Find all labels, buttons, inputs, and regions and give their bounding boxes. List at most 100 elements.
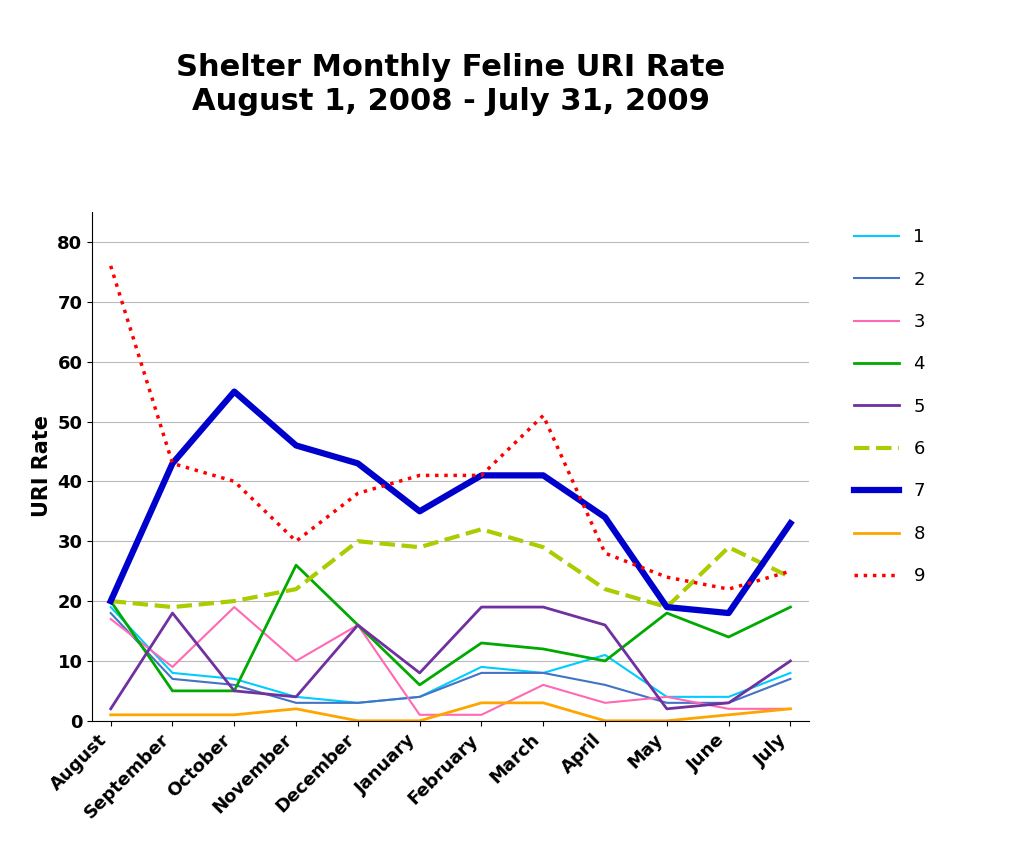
9 <box>228 477 241 487</box>
7 <box>228 387 241 397</box>
Line: 1: 1 <box>111 607 791 703</box>
2 <box>351 698 364 708</box>
9 <box>723 584 735 594</box>
8 <box>723 710 735 720</box>
7 <box>723 608 735 618</box>
5 <box>290 692 302 702</box>
7 <box>104 596 117 606</box>
6 <box>166 602 178 612</box>
9 <box>660 572 673 583</box>
1 <box>599 650 611 660</box>
2 <box>414 692 426 702</box>
1 <box>228 674 241 684</box>
7 <box>290 440 302 450</box>
8 <box>166 710 178 720</box>
2 <box>475 668 487 678</box>
Line: 3: 3 <box>111 607 791 715</box>
4 <box>599 656 611 666</box>
4 <box>166 686 178 696</box>
9 <box>414 471 426 481</box>
Line: 9: 9 <box>111 266 791 589</box>
3 <box>414 710 426 720</box>
6 <box>784 572 797 583</box>
5 <box>723 698 735 708</box>
Legend: 1, 2, 3, 4, 5, 6, 7, 8, 9: 1, 2, 3, 4, 5, 6, 7, 8, 9 <box>847 221 932 593</box>
7 <box>351 458 364 468</box>
6 <box>228 596 241 606</box>
4 <box>228 686 241 696</box>
1 <box>538 668 550 678</box>
8 <box>290 704 302 714</box>
2 <box>784 674 797 684</box>
6 <box>351 536 364 546</box>
Line: 2: 2 <box>111 613 791 703</box>
6 <box>599 584 611 594</box>
3 <box>166 661 178 672</box>
4 <box>414 680 426 690</box>
9 <box>351 488 364 499</box>
1 <box>660 692 673 702</box>
8 <box>784 704 797 714</box>
5 <box>538 602 550 612</box>
3 <box>475 710 487 720</box>
7 <box>414 506 426 516</box>
5 <box>599 620 611 630</box>
Line: 5: 5 <box>111 607 791 709</box>
6 <box>104 596 117 606</box>
1 <box>166 668 178 678</box>
9 <box>104 261 117 271</box>
3 <box>104 614 117 624</box>
Line: 4: 4 <box>111 565 791 691</box>
9 <box>290 536 302 546</box>
8 <box>104 710 117 720</box>
1 <box>104 602 117 612</box>
5 <box>414 668 426 678</box>
7 <box>784 518 797 528</box>
7 <box>538 471 550 481</box>
2 <box>290 698 302 708</box>
1 <box>784 668 797 678</box>
6 <box>414 542 426 552</box>
4 <box>538 644 550 654</box>
8 <box>538 698 550 708</box>
3 <box>351 620 364 630</box>
Line: 7: 7 <box>111 392 791 613</box>
6 <box>290 584 302 594</box>
Line: 6: 6 <box>111 529 791 607</box>
7 <box>660 602 673 612</box>
5 <box>104 704 117 714</box>
4 <box>660 608 673 618</box>
8 <box>351 716 364 726</box>
5 <box>228 686 241 696</box>
9 <box>166 458 178 468</box>
1 <box>414 692 426 702</box>
1 <box>290 692 302 702</box>
5 <box>166 608 178 618</box>
2 <box>228 680 241 690</box>
7 <box>475 471 487 481</box>
4 <box>723 632 735 642</box>
3 <box>599 698 611 708</box>
2 <box>723 698 735 708</box>
2 <box>104 608 117 618</box>
Text: Shelter Monthly Feline URI Rate
August 1, 2008 - July 31, 2009: Shelter Monthly Feline URI Rate August 1… <box>176 53 725 116</box>
2 <box>538 668 550 678</box>
3 <box>784 704 797 714</box>
4 <box>784 602 797 612</box>
4 <box>351 620 364 630</box>
9 <box>475 471 487 481</box>
6 <box>660 602 673 612</box>
6 <box>475 524 487 534</box>
9 <box>538 410 550 421</box>
4 <box>290 560 302 570</box>
3 <box>228 602 241 612</box>
4 <box>104 596 117 606</box>
1 <box>723 692 735 702</box>
3 <box>538 680 550 690</box>
1 <box>475 661 487 672</box>
9 <box>784 566 797 577</box>
6 <box>538 542 550 552</box>
9 <box>599 548 611 558</box>
3 <box>660 692 673 702</box>
8 <box>599 716 611 726</box>
